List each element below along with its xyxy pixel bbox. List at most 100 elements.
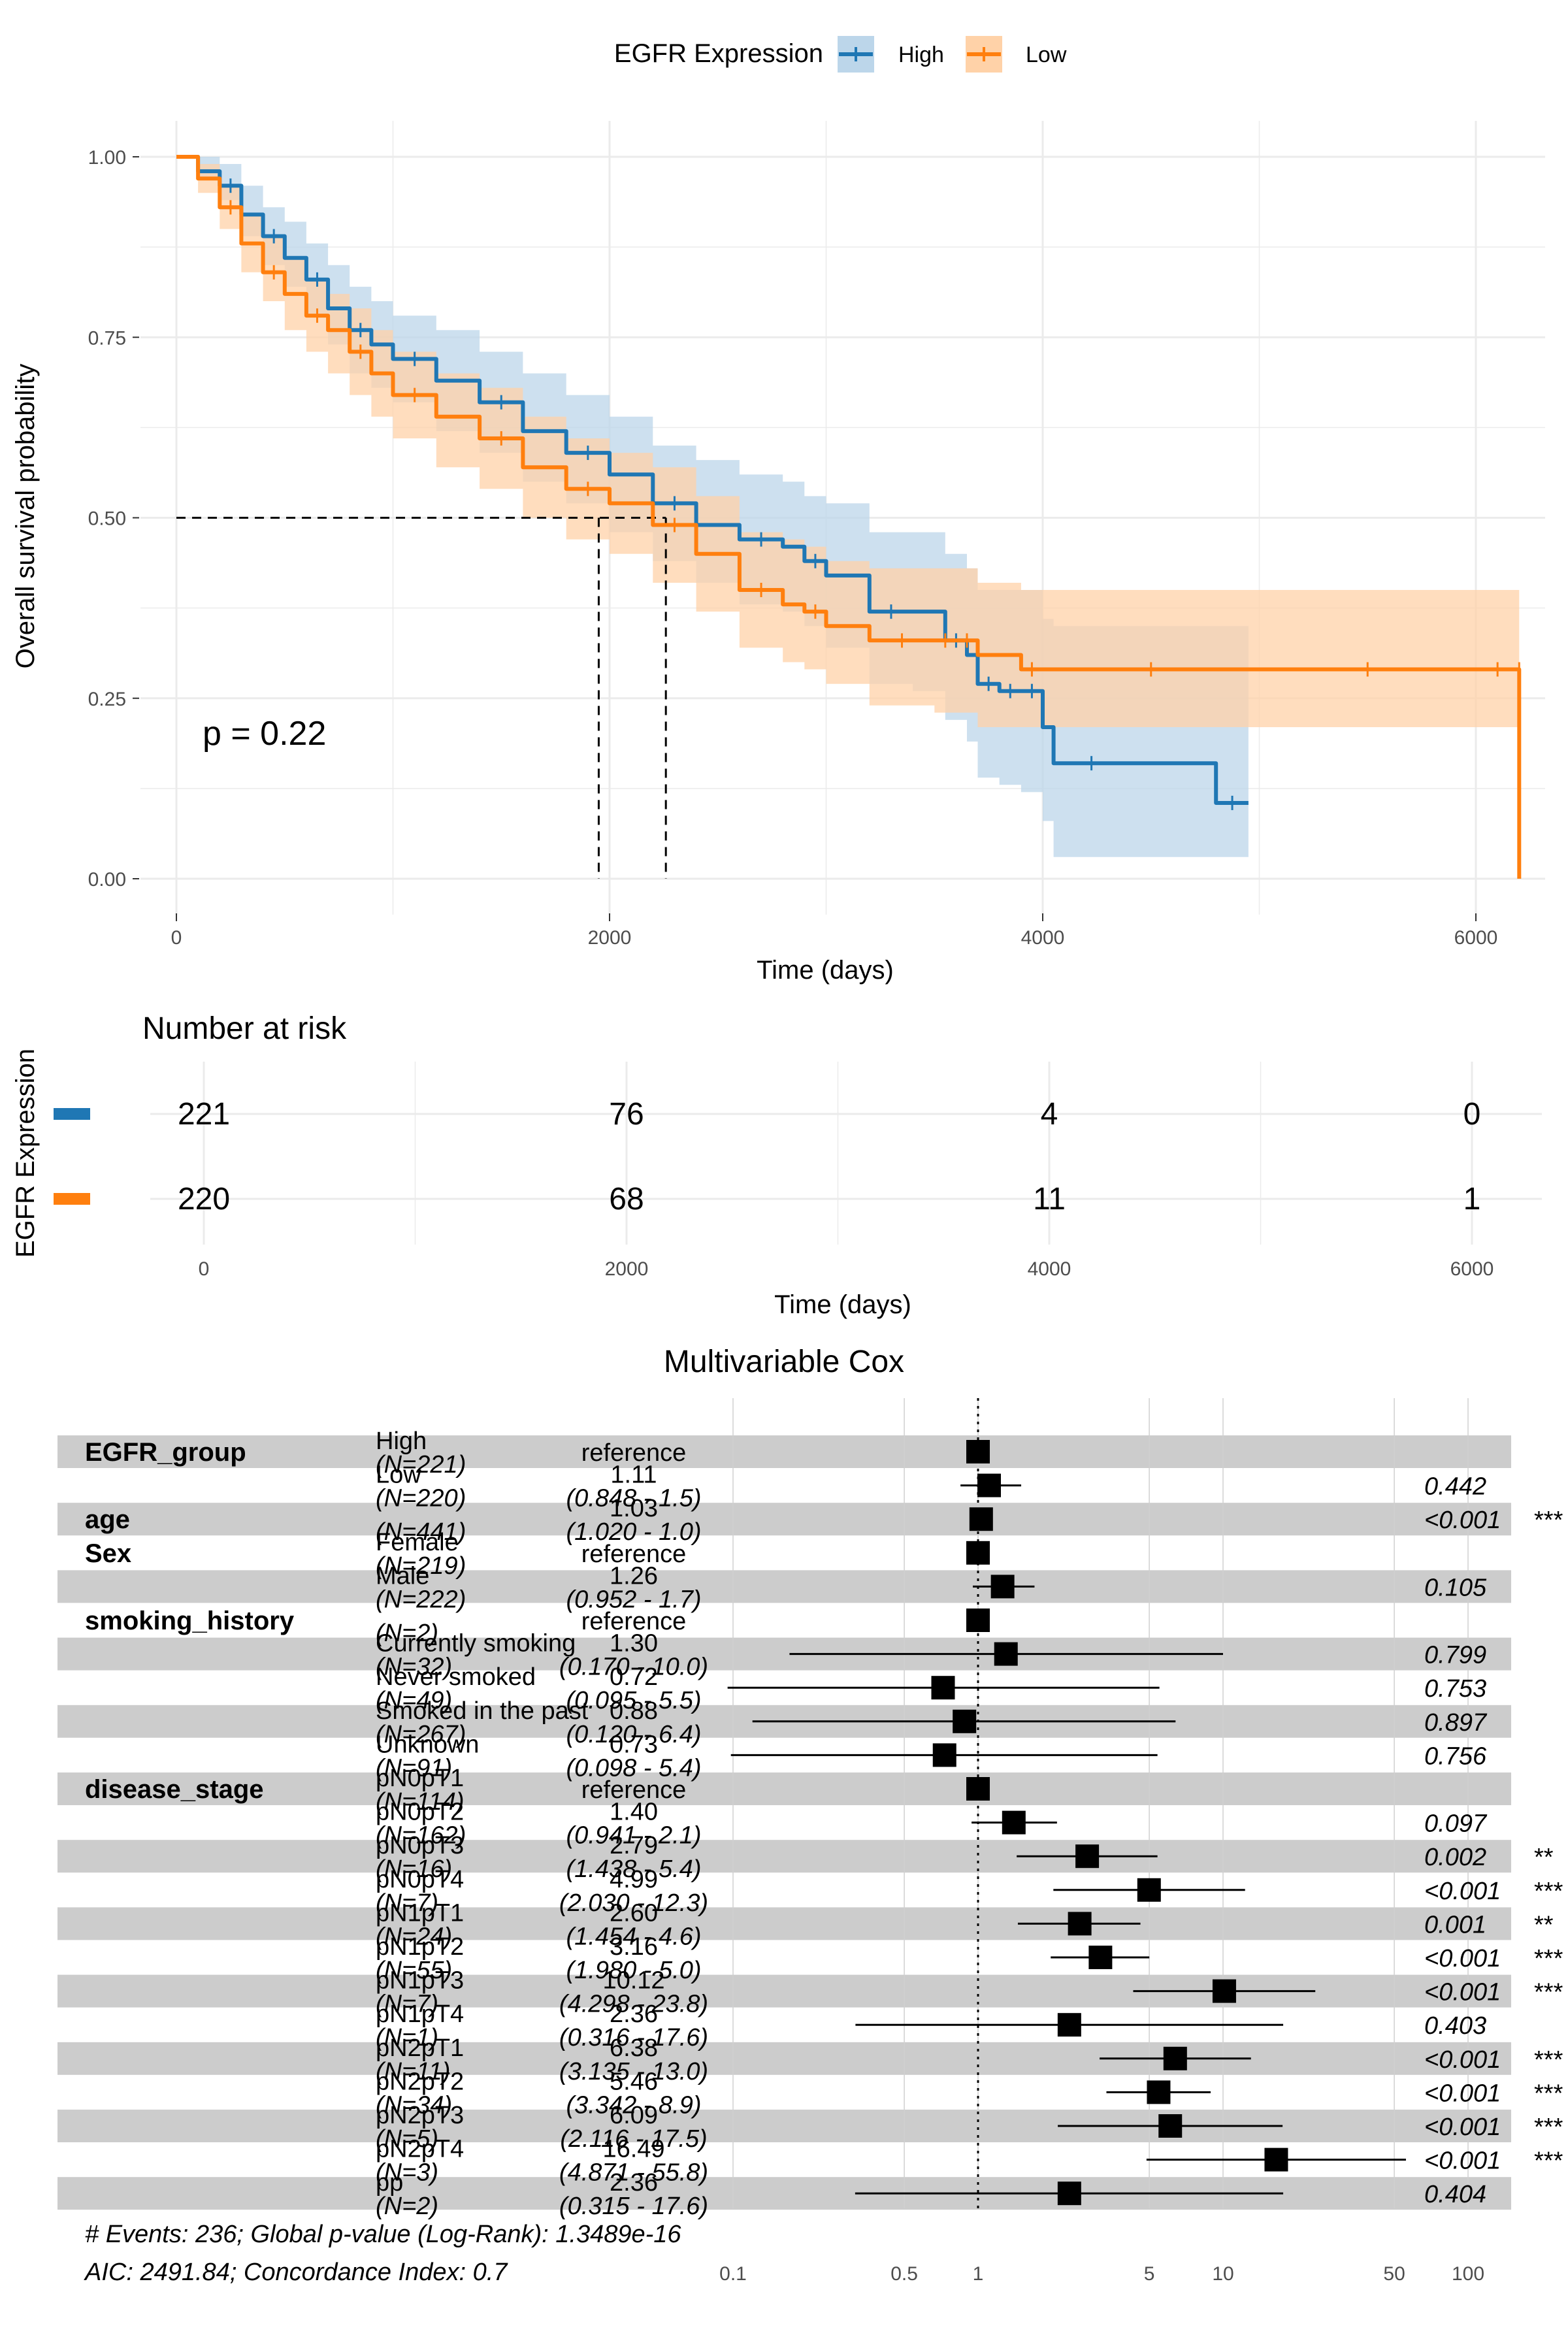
forest-ci-label: (0.315 - 17.6)	[559, 2193, 708, 2220]
forest-p-value: 0.001	[1424, 1911, 1486, 1938]
forest-significance: ***	[1534, 2114, 1563, 2141]
forest-estimate: 1.11	[610, 1462, 657, 1489]
forest-n-label: (N=7)	[376, 1889, 438, 1917]
km-x-tick-label: 0	[171, 927, 182, 949]
forest-ci-label: (4.871 - 55.8)	[559, 2159, 708, 2187]
forest-x-tick-label: 50	[1383, 2263, 1405, 2285]
forest-ci-label: (2.116 - 17.5)	[560, 2125, 707, 2153]
forest-level-label: pN1pT4	[376, 2001, 464, 2028]
forest-n-label: (N=49)	[376, 1687, 452, 1714]
forest-variable-label: disease_stage	[85, 1775, 264, 1804]
forest-estimate: reference	[581, 1541, 687, 1568]
survival-curve-high	[176, 155, 1249, 805]
forest-hr-marker	[1212, 1979, 1236, 2003]
risk-count: 4	[1041, 1097, 1058, 1132]
forest-x-tick-label: 1	[973, 2263, 984, 2285]
risk-y-axis-label: EGFR Expression	[11, 1049, 40, 1258]
forest-estimate: 10.12	[602, 1967, 664, 1995]
risk-table-title: Number at risk	[142, 1011, 347, 1046]
forest-level-label: Smoked in the past	[376, 1697, 589, 1725]
forest-level-label: pN2pT2	[376, 2068, 464, 2095]
forest-n-label: (N=222)	[376, 1586, 466, 1613]
forest-estimate: 0.72	[610, 1663, 658, 1691]
forest-significance: ***	[1534, 2080, 1563, 2107]
forest-n-label: (N=16)	[376, 1855, 452, 1883]
forest-n-label: (N=219)	[376, 1552, 466, 1580]
forest-significance: ***	[1534, 1878, 1563, 1905]
forest-p-value: 0.442	[1424, 1473, 1486, 1501]
forest-row-stripe	[57, 2177, 1511, 2210]
forest-level-label: pN1pT1	[376, 1899, 464, 1927]
forest-p-value: <0.001	[1424, 1878, 1501, 1905]
forest-footer-aic: AIC: 2491.84; Concordance Index: 0.7	[84, 2259, 508, 2286]
forest-hr-marker	[1137, 1878, 1161, 1902]
risk-count: 221	[178, 1097, 230, 1132]
forest-row-stripe	[57, 1435, 1511, 1468]
forest-hr-marker	[966, 1609, 990, 1632]
risk-row-key-high	[54, 1108, 90, 1120]
forest-hr-marker	[1264, 2148, 1288, 2172]
forest-n-label: (N=5)	[376, 2125, 438, 2153]
forest-plot: EGFR_group High(N=221) reference Low(N=220)…	[57, 1398, 1563, 2285]
km-x-axis-label: Time (days)	[757, 956, 894, 985]
forest-ci-label: (1.438 - 5.4)	[566, 1855, 702, 1883]
km-plot: 0.00 0.25 0.50 0.75 1.00 0 2000 4000 6000	[88, 121, 1545, 949]
legend-title: EGFR Expression	[614, 39, 823, 68]
forest-estimate: 0.73	[610, 1731, 658, 1758]
forest-p-value: 0.105	[1424, 1574, 1487, 1601]
forest-estimate: 6.38	[610, 2034, 658, 2062]
forest-p-value: 0.403	[1424, 2012, 1486, 2040]
km-y-axis-label: Overall survival probability	[11, 364, 40, 669]
forest-hr-marker	[1147, 2080, 1171, 2104]
forest-p-value: 0.753	[1424, 1675, 1486, 1703]
forest-n-label: (N=441)	[376, 1518, 466, 1546]
risk-count: 76	[609, 1097, 644, 1132]
forest-variable-label: age	[85, 1505, 130, 1534]
forest-p-value: <0.001	[1424, 1507, 1501, 1534]
forest-estimate: 1.30	[610, 1630, 658, 1658]
forest-ci-label: (3.135 - 13.0)	[559, 2058, 708, 2085]
forest-level-label: Never smoked	[376, 1663, 536, 1691]
forest-level-label: pp	[376, 2169, 403, 2197]
forest-n-label: (N=3)	[376, 2159, 438, 2187]
forest-n-label: (N=34)	[376, 2091, 452, 2119]
forest-hr-marker	[966, 1440, 990, 1463]
forest-estimate: 2.36	[610, 2001, 658, 2028]
forest-n-label: (N=2)	[376, 1620, 438, 1647]
forest-ci-label: (1.020 - 1.0)	[566, 1518, 702, 1546]
forest-hr-marker	[1075, 1844, 1100, 1869]
risk-count: 1	[1463, 1182, 1481, 1217]
forest-level-label: pN0pT4	[376, 1866, 464, 1893]
forest-row-stripe	[57, 1772, 1511, 1805]
forest-n-label: (N=221)	[376, 1451, 466, 1478]
forest-estimate: 4.99	[610, 1866, 658, 1893]
p-value-annotation: p = 0.22	[203, 715, 326, 753]
legend-label-high: High	[898, 42, 944, 67]
risk-count: 68	[609, 1182, 644, 1217]
forest-estimate: 5.46	[610, 2068, 658, 2095]
forest-ci-label: (0.170 - 10.0)	[559, 1654, 708, 1681]
forest-variable-label: Sex	[85, 1539, 131, 1568]
forest-significance: **	[1534, 1911, 1554, 1938]
forest-hr-marker	[1002, 1810, 1026, 1835]
forest-hr-marker	[977, 1473, 1001, 1497]
forest-hr-marker	[932, 1743, 956, 1767]
forest-hr-marker	[1158, 2114, 1183, 2138]
forest-ci-label: (1.454 - 4.6)	[566, 1923, 702, 1950]
forest-hr-marker	[931, 1676, 955, 1700]
forest-hr-marker	[1057, 2181, 1081, 2206]
forest-variable-label: EGFR_group	[85, 1438, 246, 1467]
km-legend: EGFR Expression High Low	[614, 36, 1067, 73]
forest-ci-label: (0.316 - 17.6)	[559, 2024, 708, 2051]
forest-estimate: reference	[581, 1439, 687, 1467]
forest-n-label: (N=1)	[376, 2024, 438, 2051]
forest-n-label: (N=55)	[376, 1957, 452, 1984]
forest-estimate: 2.79	[610, 1832, 658, 1859]
forest-n-label: (N=91)	[376, 1754, 452, 1782]
forest-hr-marker	[1068, 1912, 1092, 1936]
forest-level-label: pN0pT1	[376, 1765, 464, 1792]
forest-x-tick-label: 0.1	[719, 2263, 747, 2285]
ci-band-low	[176, 157, 1520, 727]
forest-ci-label: (0.941 - 2.1)	[566, 1822, 702, 1850]
